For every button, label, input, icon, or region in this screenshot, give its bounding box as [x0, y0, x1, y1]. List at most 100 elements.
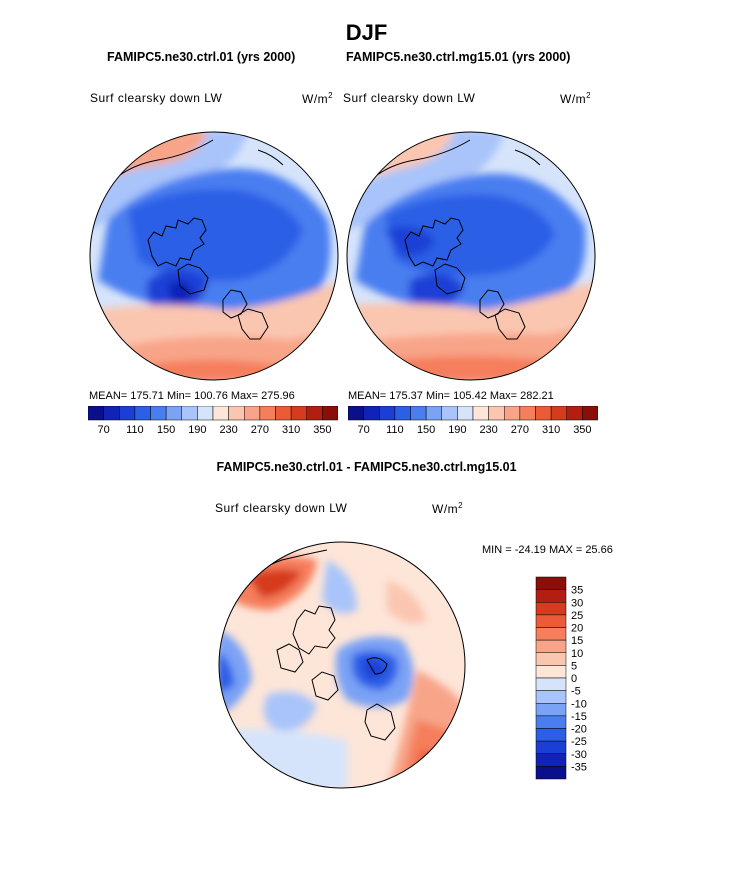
colorbar-swatch [410, 406, 427, 421]
colorbar-tick-label: 270 [251, 424, 269, 436]
colorbar-swatch [550, 406, 567, 421]
panel2-stats: MEAN= 175.37 Min= 105.42 Max= 282.21 [348, 390, 554, 402]
colorbar-swatch [535, 690, 567, 704]
colorbar-swatch [165, 406, 182, 421]
colorbar-swatch [488, 406, 505, 421]
colorbar-swatch [566, 406, 583, 421]
colorbar-tick-label: 10 [571, 648, 583, 660]
colorbar-swatch [134, 406, 151, 421]
colorbar-swatch [535, 728, 567, 742]
panel1-subtitle: FAMIPC5.ne30.ctrl.01 (yrs 2000) [107, 50, 296, 64]
colorbar-swatch [119, 406, 136, 421]
colorbar-tick-label: -10 [571, 698, 587, 710]
colorbar-swatch [441, 406, 458, 421]
colorbar-tick-label: 5 [571, 660, 577, 672]
colorbar-swatch [181, 406, 198, 421]
colorbar-swatch [322, 406, 338, 421]
colorbar-swatch [275, 406, 292, 421]
colorbar-tick-label: 190 [188, 424, 206, 436]
colorbar-tick-label: 350 [313, 424, 331, 436]
colorbar-swatch [228, 406, 245, 421]
colorbar-tick-label: 30 [571, 597, 583, 609]
colorbar-swatch [535, 627, 567, 641]
colorbar-swatch [582, 406, 598, 421]
diff-variable-label: Surf clearsky down LW [215, 501, 348, 515]
diff-cold-west [219, 630, 252, 715]
panel1-variable-label: Surf clearsky down LW [90, 91, 223, 105]
panel1-stats: MEAN= 175.71 Min= 100.76 Max= 275.96 [89, 390, 295, 402]
map2-outline [346, 131, 596, 381]
colorbar-swatch [363, 406, 380, 421]
colorbar-tick-label: 310 [282, 424, 300, 436]
colorbar-swatch [535, 576, 567, 590]
diff-minmax: MIN = -24.19 MAX = 25.66 [482, 544, 613, 556]
colorbar-swatch [535, 589, 567, 603]
colorbar-tick-label: -30 [571, 749, 587, 761]
map2-cold-spot [409, 273, 465, 310]
colorbar-tick-label: 270 [511, 424, 529, 436]
diff-subtitle: FAMIPC5.ne30.ctrl.01 - FAMIPC5.ne30.ctrl… [216, 460, 517, 474]
colorbar-swatch [88, 406, 104, 421]
colorbar-swatch [535, 740, 567, 754]
colorbar-tick-label: -5 [571, 686, 581, 698]
colorbar-swatch [535, 766, 567, 780]
colorbar-swatch [535, 753, 567, 767]
colorbar-tick-label: 20 [571, 623, 583, 635]
colorbar-swatch [535, 406, 552, 421]
page-title: DJF [345, 20, 388, 45]
colorbar-swatch [394, 406, 411, 421]
colorbar-tick-label: -35 [571, 761, 587, 773]
panel2-variable-label: Surf clearsky down LW [343, 91, 476, 105]
map-panel-2 [346, 131, 596, 381]
colorbar-swatch [535, 715, 567, 729]
colorbar-swatch [425, 406, 442, 421]
colorbar-tick-label: 15 [571, 635, 583, 647]
colorbar-swatch [244, 406, 261, 421]
colorbar-tick-label: 350 [573, 424, 591, 436]
colorbar-tick-label: -20 [571, 724, 587, 736]
colorbar-swatch [472, 406, 489, 421]
colorbar-tick-label: 190 [448, 424, 466, 436]
colorbar-swatch [348, 406, 364, 421]
colorbar-tick-label: 0 [571, 673, 577, 685]
colorbar-tick-label: 230 [479, 424, 497, 436]
colorbar-tick-label: -15 [571, 711, 587, 723]
colorbar-swatch [306, 406, 323, 421]
colorbar-swatch [197, 406, 214, 421]
colorbar-tick-label: 150 [157, 424, 175, 436]
map-panel-1 [89, 131, 339, 381]
colorbar-swatch [535, 602, 567, 616]
colorbar-swatch [212, 406, 229, 421]
panel2-units: W/m2 [560, 91, 592, 106]
colorbar-tick-label: 230 [219, 424, 237, 436]
colorbar-tick-label: 70 [98, 424, 110, 436]
map-panel-diff [218, 541, 466, 789]
colorbar-swatch [535, 665, 567, 679]
colorbar-tick-label: 25 [571, 610, 583, 622]
colorbar-swatch [535, 677, 567, 691]
colorbar-swatch [103, 406, 120, 421]
colorbar-tick-label: 70 [358, 424, 370, 436]
panel1-units: W/m2 [302, 91, 334, 106]
colorbar-swatch [504, 406, 521, 421]
colorbar-2: 70 110 150 190 230 270 310 350 [348, 406, 598, 436]
colorbar-tick-label: -25 [571, 736, 587, 748]
colorbar-swatch [535, 639, 567, 653]
colorbar-tick-label: 110 [126, 424, 144, 436]
colorbar-tick-label: 35 [571, 585, 583, 597]
colorbar-swatch [259, 406, 276, 421]
colorbar-1: 70 110 150 190 230 270 310 350 [88, 406, 338, 436]
colorbar-swatch [150, 406, 167, 421]
diff-outline [218, 541, 466, 789]
colorbar-swatch [535, 614, 567, 628]
colorbar-swatch [519, 406, 536, 421]
colorbar-tick-label: 150 [417, 424, 435, 436]
colorbar-tick-label: 110 [386, 424, 404, 436]
colorbar-swatch [535, 652, 567, 666]
colorbar-swatch [535, 703, 567, 717]
colorbar-tick-label: 310 [542, 424, 560, 436]
diff-units: W/m2 [432, 501, 464, 516]
map1-outline [89, 131, 339, 381]
colorbar-swatch [290, 406, 307, 421]
